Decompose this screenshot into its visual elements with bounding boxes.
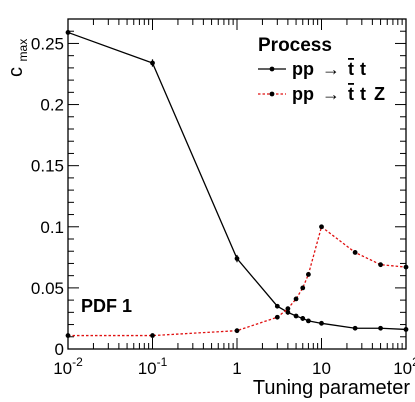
data-point [403, 264, 409, 270]
legend-entry-label: pp → t t [292, 59, 366, 79]
x-tick-exponent: -1 [157, 355, 168, 369]
x-tick-label: 10-2 [53, 355, 83, 378]
data-point [65, 333, 71, 338]
data-point [319, 320, 324, 326]
data-point [150, 60, 155, 66]
data-point [65, 30, 71, 35]
data-point [293, 313, 299, 319]
x-tick-label: 10-1 [138, 355, 168, 378]
data-point [293, 296, 299, 302]
x-tick-exponent: -2 [72, 355, 83, 369]
data-point [234, 256, 240, 261]
x-tick-base: 10 [138, 359, 157, 378]
data-point [306, 272, 311, 277]
legend-suffix: Z [374, 84, 385, 104]
data-point [378, 325, 383, 331]
legend-t2: t [360, 84, 366, 104]
legend-marker [269, 66, 275, 72]
data-point [150, 333, 155, 338]
x-tick-base: 10 [393, 359, 412, 378]
x-tick-label: 1 [232, 359, 241, 378]
data-point [378, 262, 383, 268]
series-1 [65, 30, 409, 332]
data-point [274, 303, 280, 309]
legend-entry-label: pp → t t Z [292, 84, 385, 104]
series-line [67, 31, 407, 331]
y-axis-title: c max [5, 39, 30, 77]
legend: Process pp → t t pp → t t Z [258, 35, 385, 104]
y-tick-label: 0.15 [31, 157, 64, 176]
y-axis: 0 0.05 0.1 0.15 0.2 0.25 [31, 18, 406, 359]
y-tick-label: 0.05 [31, 279, 64, 298]
legend-arrow: → [322, 59, 340, 79]
legend-marker [269, 91, 275, 97]
legend-t2: t [360, 59, 366, 79]
legend-t1: t [348, 59, 354, 79]
pdf-annotation: PDF 1 [81, 296, 132, 316]
data-point [403, 327, 409, 332]
x-tick-base: 1 [232, 359, 241, 378]
data-point [319, 224, 324, 230]
data-point [274, 314, 280, 320]
y-axis-title-main: c [5, 67, 27, 77]
x-tick-label: 10 [312, 359, 331, 378]
legend-t1: t [348, 84, 354, 104]
x-axis-title: Tuning parameter [253, 377, 410, 399]
x-tick-base: 10 [312, 359, 331, 378]
series-2 [65, 224, 409, 338]
legend-prefix: pp [292, 59, 314, 79]
y-tick-label: 0.2 [40, 96, 64, 115]
data-point [300, 316, 306, 321]
y-tick-label: 0.1 [40, 218, 64, 237]
legend-prefix: pp [292, 84, 314, 104]
y-tick-label: 0.25 [31, 34, 64, 53]
data-point [234, 328, 240, 334]
x-axis: 10-210-1110102 [53, 19, 415, 378]
data-point [285, 306, 291, 312]
legend-arrow: → [322, 84, 340, 104]
series-line [68, 225, 407, 337]
y-axis-title-sub: max [16, 39, 30, 62]
data-point [306, 318, 311, 324]
x-tick-label: 102 [393, 355, 415, 378]
x-tick-exponent: 2 [412, 355, 415, 369]
data-point [352, 250, 358, 255]
data-point [285, 309, 291, 315]
y-tick-label: 0 [55, 340, 64, 359]
x-tick-base: 10 [53, 359, 72, 378]
data-point [352, 325, 358, 331]
data-point [300, 285, 306, 291]
series-layer [65, 30, 409, 338]
legend-title: Process [258, 35, 332, 56]
